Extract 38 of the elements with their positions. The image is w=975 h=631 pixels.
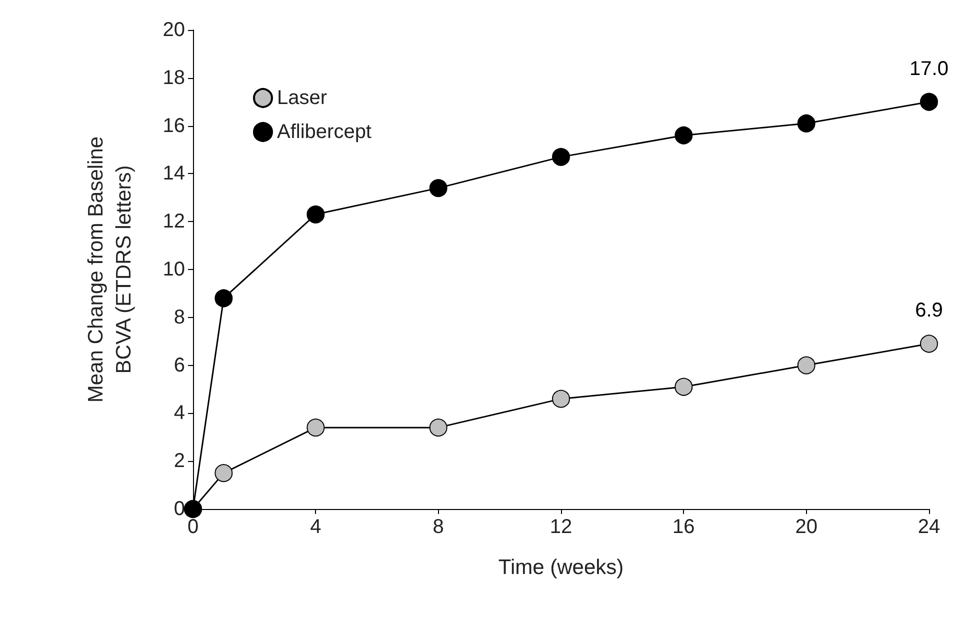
point (552, 148, 570, 166)
x-tick-label: 24 (918, 516, 940, 538)
y-tick-label: 14 (162, 162, 185, 185)
y-tick-label: 16 (162, 114, 185, 137)
y-tick-label: 0 (174, 498, 185, 520)
x-tick-label: 20 (795, 516, 818, 538)
y-tick-label: 4 (174, 402, 185, 424)
point (797, 114, 816, 132)
legend-label: Laser (277, 87, 328, 109)
y-tick-label: 18 (162, 66, 185, 89)
x-tick-label: 16 (672, 516, 695, 538)
point (214, 464, 233, 482)
point (306, 418, 325, 437)
x-tick-label: 8 (432, 516, 444, 538)
point (552, 390, 570, 408)
point (674, 126, 693, 144)
point (214, 289, 233, 308)
point (429, 418, 448, 437)
point (674, 378, 693, 396)
point (306, 205, 325, 224)
x-tick-label: 4 (310, 516, 322, 538)
legend-label: Aflibercept (277, 121, 372, 143)
y-tick-label: 20 (162, 19, 185, 41)
data-label: 6.9 (915, 300, 943, 322)
y-tick-label: 8 (174, 306, 185, 328)
x-tick-label: 0 (187, 516, 199, 538)
y-tick-label: 10 (162, 258, 185, 280)
y-tick-label: 6 (174, 354, 185, 376)
y-axis-title: Mean Change from Baseline BCVA (ETDRS letters) (84, 136, 136, 403)
data-label: 17.0 (910, 58, 948, 80)
x-axis-title: Time (weeks) (498, 556, 624, 579)
point (920, 334, 938, 353)
x-tick-label: 12 (550, 516, 572, 538)
y-tick-label: 12 (162, 210, 185, 233)
point (920, 92, 938, 111)
point (429, 179, 448, 198)
point (797, 356, 816, 374)
y-tick-label: 2 (174, 450, 185, 472)
